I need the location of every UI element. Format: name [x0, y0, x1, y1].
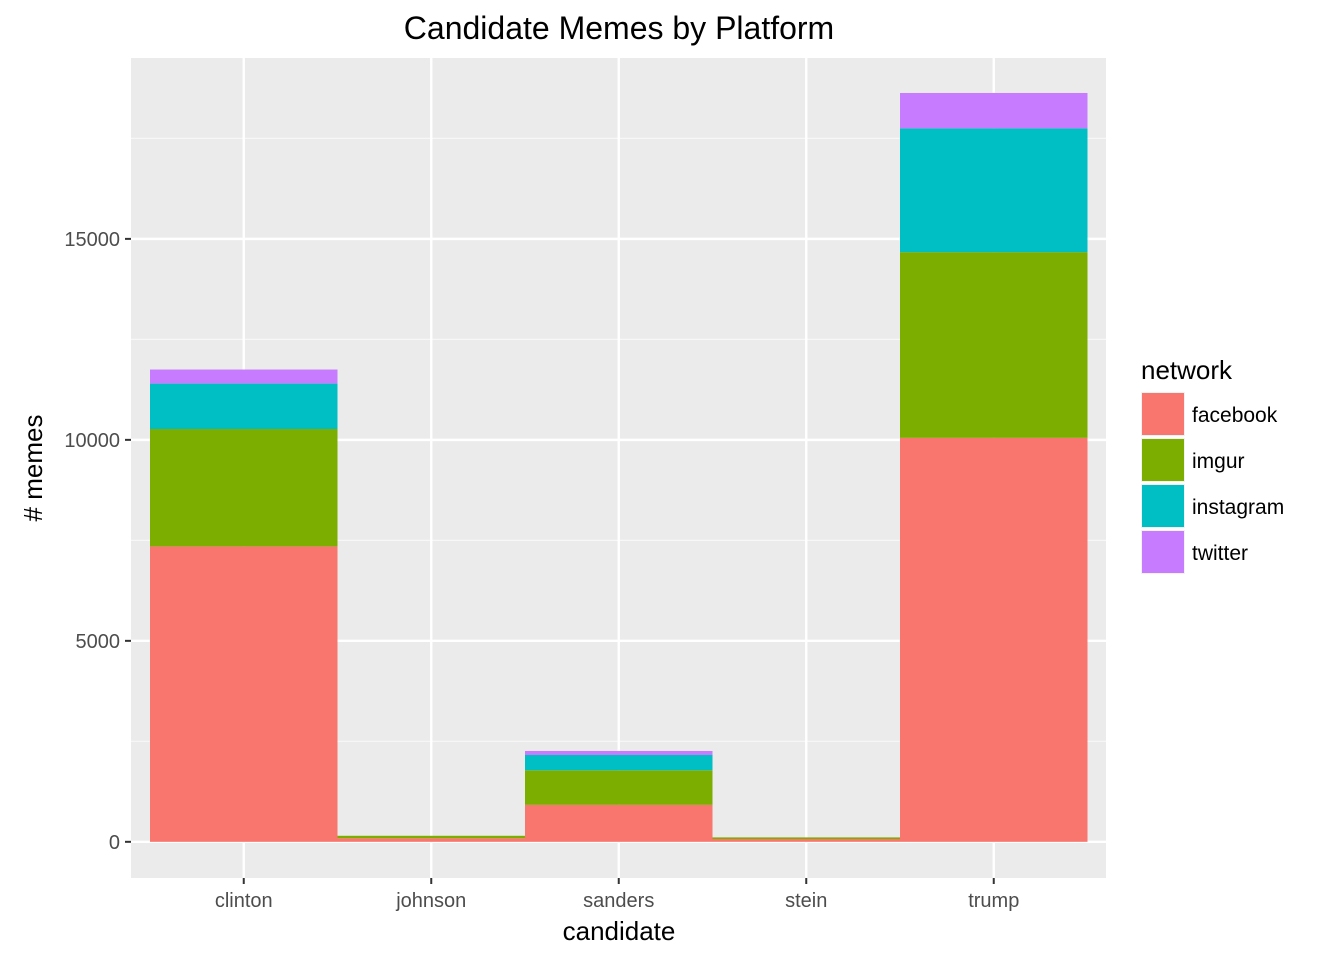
- bar-segment-clinton-twitter: [150, 369, 338, 384]
- x-tick-label-clinton: clinton: [215, 890, 273, 912]
- bar-segment-trump-imgur: [900, 252, 1088, 438]
- legend-label-facebook: facebook: [1192, 404, 1278, 427]
- axes: 0 5000 10000 15000 clinton johnson sanders stei…: [64, 229, 1019, 912]
- bar-segment-trump-facebook: [900, 437, 1088, 842]
- y-tick-label: 10000: [64, 430, 120, 452]
- plot-area: [131, 58, 1106, 878]
- bar-segment-johnson-facebook: [337, 838, 525, 842]
- x-tick-label-johnson: johnson: [395, 890, 466, 912]
- legend-swatch-twitter: [1142, 531, 1184, 573]
- y-tick-label: 5000: [76, 631, 121, 653]
- bar-segment-trump-instagram: [900, 128, 1088, 253]
- legend-label-instagram: instagram: [1192, 496, 1284, 519]
- bar-segment-clinton-facebook: [150, 546, 338, 842]
- x-tick-label-sanders: sanders: [583, 890, 654, 912]
- legend-label-twitter: twitter: [1192, 542, 1248, 565]
- legend-title: network: [1141, 355, 1233, 385]
- bar-segment-johnson-imgur: [337, 835, 525, 839]
- chart-title: Candidate Memes by Platform: [404, 10, 834, 46]
- legend: network facebook imgur instagram twitter: [1141, 355, 1284, 574]
- x-tick-label-trump: trump: [968, 890, 1019, 912]
- y-axis-title: # memes: [18, 415, 48, 522]
- legend-swatch-imgur: [1142, 439, 1184, 481]
- legend-swatch-facebook: [1142, 393, 1184, 435]
- bar-segment-stein-imgur: [712, 837, 900, 840]
- bar-segment-sanders-twitter: [525, 750, 713, 755]
- bar-segment-sanders-imgur: [525, 770, 713, 805]
- bar-segment-sanders-instagram: [525, 755, 713, 771]
- legend-swatch-instagram: [1142, 485, 1184, 527]
- bar-segment-trump-twitter: [900, 92, 1088, 129]
- y-tick-label: 0: [109, 832, 120, 854]
- y-tick-label: 15000: [64, 229, 120, 251]
- bar-segment-clinton-instagram: [150, 383, 338, 430]
- legend-label-imgur: imgur: [1192, 450, 1245, 473]
- bar-segment-stein-facebook: [712, 839, 900, 842]
- x-axis-title: candidate: [563, 916, 676, 946]
- bar-segment-sanders-facebook: [525, 804, 713, 842]
- x-tick-label-stein: stein: [785, 890, 827, 912]
- bar-segment-clinton-imgur: [150, 429, 338, 547]
